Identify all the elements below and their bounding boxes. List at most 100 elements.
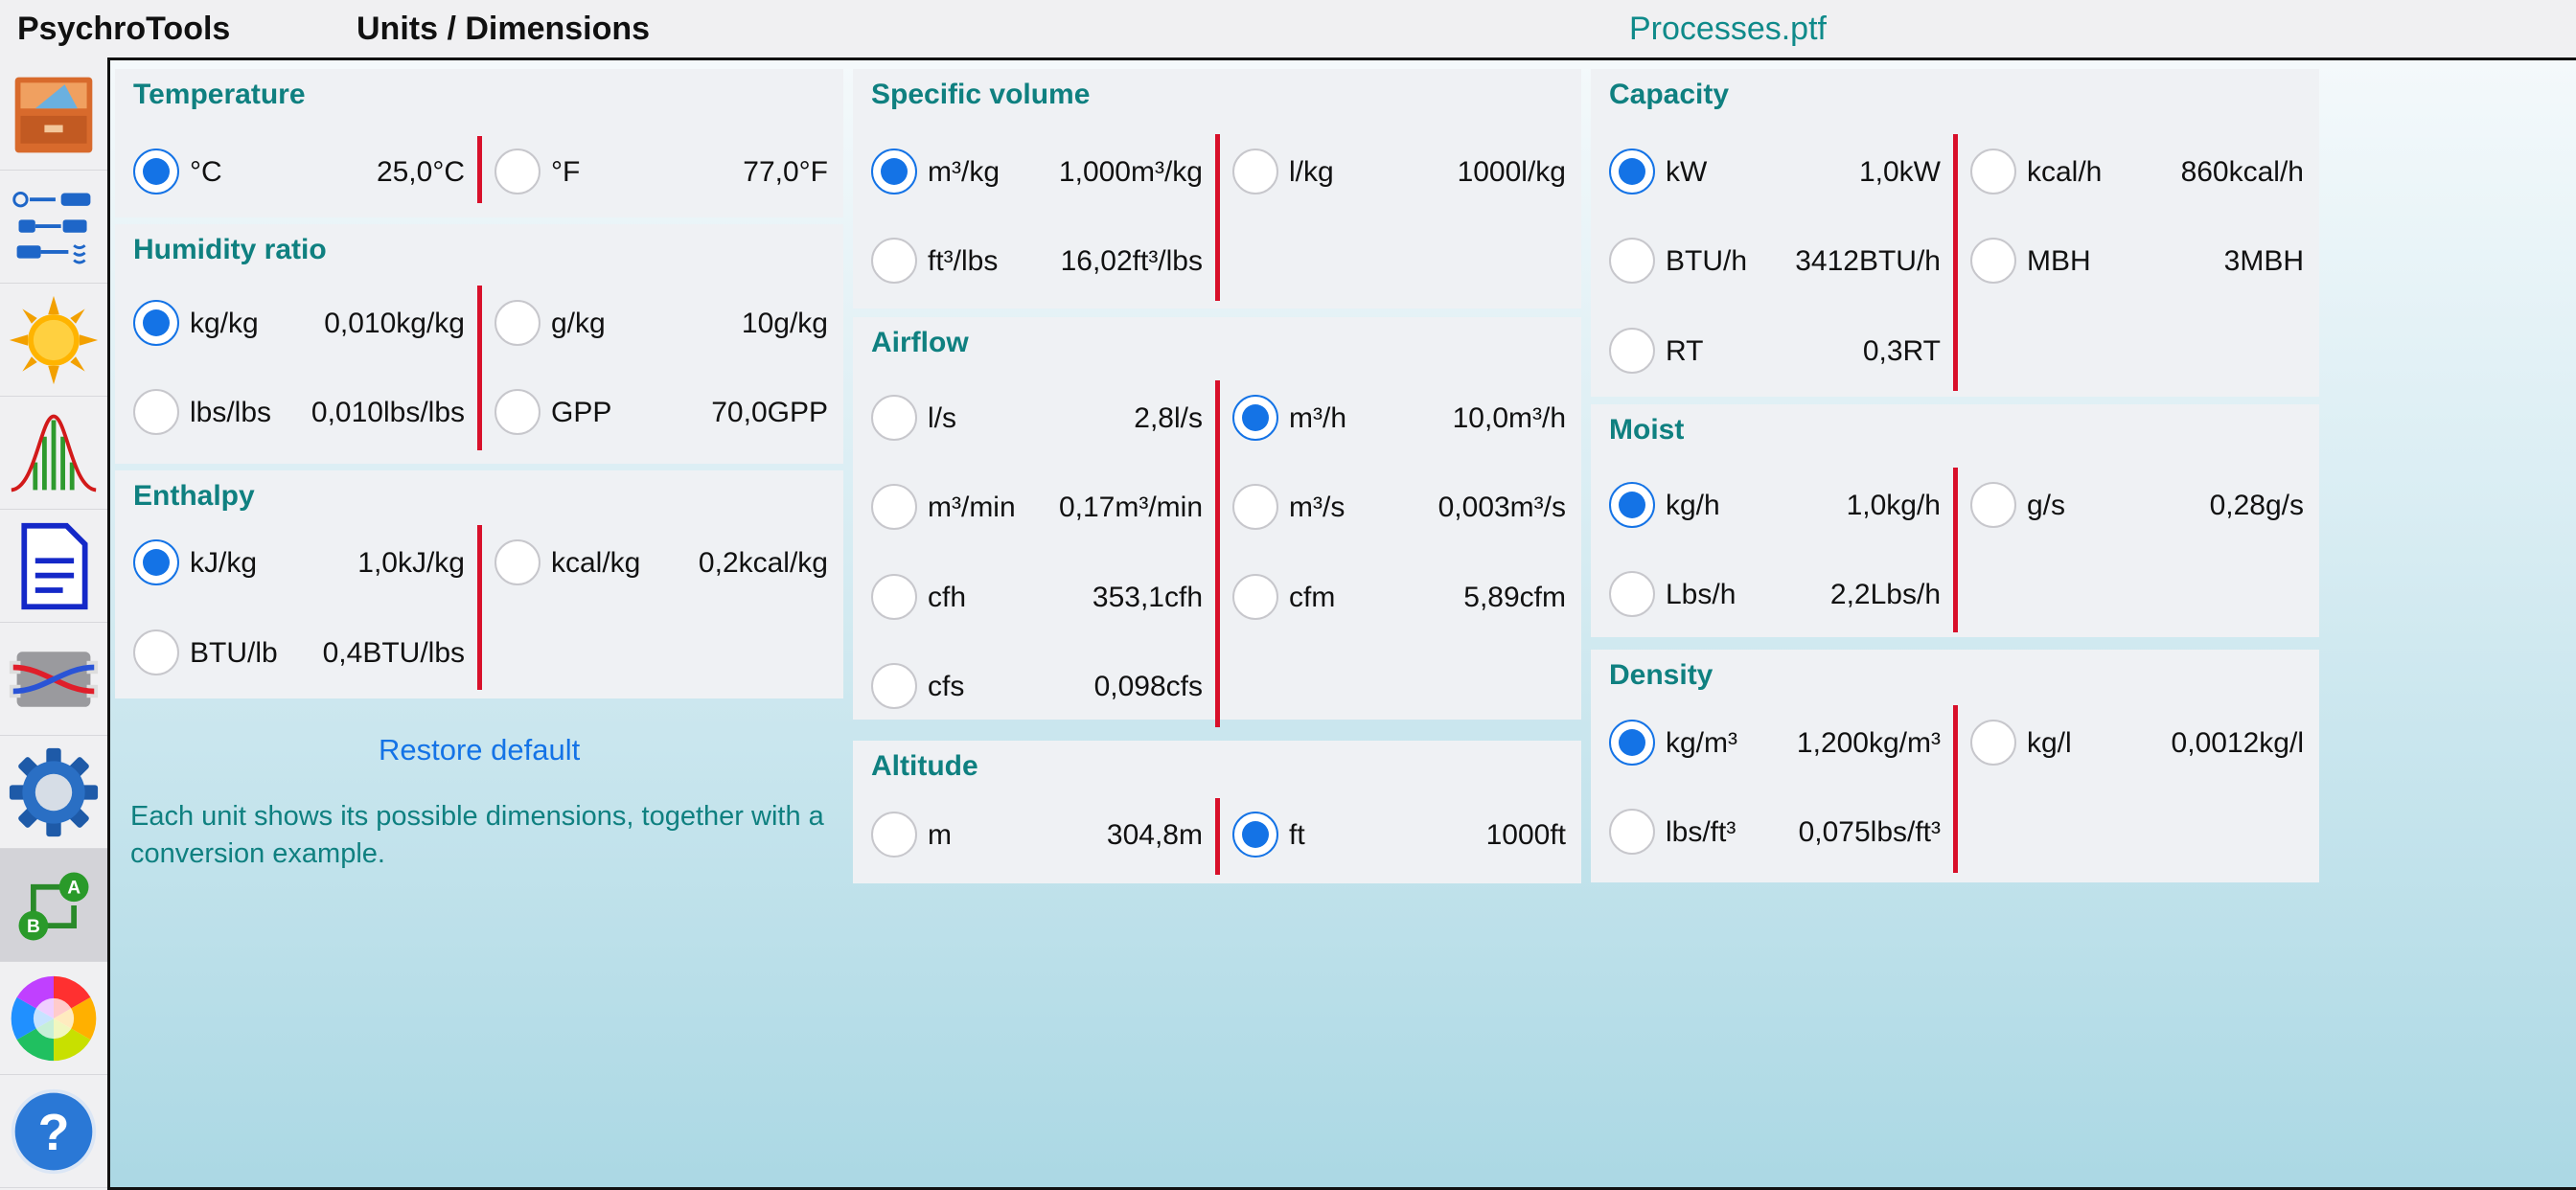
sidebar-item-help[interactable]: ? [0,1075,107,1188]
airflow-option-m3-s[interactable]: m³/s 0,003m³/s [1232,466,1566,542]
radio-button[interactable] [871,149,917,195]
specific-volume-option-l-kg[interactable]: l/kg 1000l/kg [1232,130,1566,207]
radio-button[interactable] [1609,328,1655,374]
radio-button[interactable] [1970,482,2016,528]
radio-button[interactable] [1232,395,1278,441]
enthalpy-option-btu-lb[interactable]: BTU/lb 0,4BTU/lbs [133,611,465,688]
density-option-lbs-ft3[interactable]: lbs/ft³ 0,075lbs/ft³ [1609,790,1941,867]
radio-button[interactable] [133,629,179,675]
radio-button[interactable] [1609,720,1655,766]
temperature-title: Temperature [133,79,306,110]
radio-button[interactable] [494,539,540,585]
radio-button[interactable] [1232,812,1278,858]
radio-button[interactable] [871,484,917,530]
radio-button[interactable] [494,300,540,346]
unit-label: m [928,819,952,851]
humidity-option-g-kg[interactable]: g/kg 10g/kg [494,282,828,358]
file-name: Processes.ptf [1629,11,1827,47]
enthalpy-title: Enthalpy [133,480,255,512]
airflow-option-m3-h[interactable]: m³/h 10,0m³/h [1232,377,1566,453]
radio-button[interactable] [871,395,917,441]
radio-button[interactable] [1970,720,2016,766]
sidebar-item-statistics[interactable] [0,397,107,510]
radio-button[interactable] [1970,238,2016,284]
conversion-value: 1000ft [1485,819,1566,851]
radio-button[interactable] [1609,238,1655,284]
radio-button[interactable] [871,574,917,620]
moist-option-kg-h[interactable]: kg/h 1,0kg/h [1609,464,1941,540]
radio-button[interactable] [133,539,179,585]
radio-button[interactable] [1232,149,1278,195]
column-separator [1953,468,1958,632]
radio-button[interactable] [133,389,179,435]
humidity-option-lbs-lbs[interactable]: lbs/lbs 0,010lbs/lbs [133,371,465,447]
svg-text:B: B [27,916,40,936]
enthalpy-option-kj-kg[interactable]: kJ/kg 1,0kJ/kg [133,521,465,598]
airflow-option-m3-min[interactable]: m³/min 0,17m³/min [871,466,1203,542]
airflow-option-cfm[interactable]: cfm 5,89cfm [1232,556,1566,632]
capacity-option-btu-h[interactable]: BTU/h 3412BTU/h [1609,219,1941,296]
temperature-card: Temperature °C 25,0°C °F 77,0°F [115,69,843,217]
sidebar-item-climate[interactable] [0,284,107,397]
altitude-option-m[interactable]: m 304,8m [871,793,1203,870]
sidebar-item-heat-exchanger[interactable] [0,623,107,736]
capacity-option-kcal-h[interactable]: kcal/h 860kcal/h [1970,130,2304,207]
humidity-ratio-card: Humidity ratio kg/kg 0,010kg/kg g/kg 10g… [115,224,843,464]
radio-button[interactable] [871,663,917,709]
sidebar-item-report[interactable] [0,510,107,623]
gear-icon [9,747,99,836]
radio-button[interactable] [871,238,917,284]
sidebar-item-colors[interactable] [0,962,107,1075]
radio-button[interactable] [494,389,540,435]
capacity-option-rt[interactable]: RT 0,3RT [1609,309,1941,386]
airflow-option-cfs[interactable]: cfs 0,098cfs [871,645,1203,721]
radio-button[interactable] [1609,571,1655,617]
specific-volume-card: Specific volume m³/kg 1,000m³/kg l/kg 10… [853,69,1581,309]
specific-volume-title: Specific volume [871,79,1091,110]
color-wheel-icon [11,975,97,1061]
sidebar-item-files[interactable] [0,57,107,171]
restore-default-button[interactable]: Restore default [379,733,581,767]
radio-button[interactable] [133,300,179,346]
capacity-card: Capacity kW 1,0kW kcal/h 860kcal/h BTU/h… [1591,69,2319,397]
conversion-value: 16,02ft³/lbs [1060,245,1203,277]
altitude-option-ft[interactable]: ft 1000ft [1232,793,1566,870]
specific-volume-option-m3-kg[interactable]: m³/kg 1,000m³/kg [871,130,1203,207]
temperature-option-f[interactable]: °F 77,0°F [494,130,828,207]
radio-button[interactable] [1970,149,2016,195]
radio-button[interactable] [494,149,540,195]
airflow-option-cfh[interactable]: cfh 353,1cfh [871,556,1203,632]
sidebar-item-units[interactable]: A B [0,849,107,962]
sidebar-item-processes[interactable] [0,171,107,284]
conversion-value: 2,8l/s [1134,402,1203,434]
moist-option-g-s[interactable]: g/s 0,28g/s [1970,464,2304,540]
capacity-option-mbh[interactable]: MBH 3MBH [1970,219,2304,296]
enthalpy-option-kcal-kg[interactable]: kcal/kg 0,2kcal/kg [494,521,828,598]
radio-button[interactable] [1609,149,1655,195]
density-option-kg-m3[interactable]: kg/m³ 1,200kg/m³ [1609,701,1941,778]
unit-label: kcal/kg [551,547,641,579]
radio-button[interactable] [871,812,917,858]
temperature-option-c[interactable]: °C 25,0°C [133,130,465,207]
radio-button[interactable] [1232,574,1278,620]
density-option-kg-l[interactable]: kg/l 0,0012kg/l [1970,701,2304,778]
radio-button[interactable] [1609,809,1655,855]
radio-button[interactable] [133,149,179,195]
column-separator [477,525,482,690]
conversion-value: 0,010kg/kg [324,308,465,339]
radio-button[interactable] [1609,482,1655,528]
radio-button[interactable] [1232,484,1278,530]
airflow-option-l-s[interactable]: l/s 2,8l/s [871,377,1203,453]
capacity-option-kw[interactable]: kW 1,0kW [1609,130,1941,207]
unit-label: kcal/h [2027,156,2103,188]
humidity-option-gpp[interactable]: GPP 70,0GPP [494,371,828,447]
humidity-option-kg-kg[interactable]: kg/kg 0,010kg/kg [133,282,465,358]
conversion-value: 3MBH [2223,245,2304,277]
sidebar-item-settings[interactable] [0,736,107,849]
unit-label: lbs/lbs [190,397,272,428]
conversion-value: 1,0kg/h [1846,490,1941,521]
moist-option-lbs-h[interactable]: Lbs/h 2,2Lbs/h [1609,553,1941,629]
document-icon [21,522,88,609]
specific-volume-option-ft3-lbs[interactable]: ft³/lbs 16,02ft³/lbs [871,219,1203,296]
conversion-value: 1,200kg/m³ [1796,727,1941,759]
